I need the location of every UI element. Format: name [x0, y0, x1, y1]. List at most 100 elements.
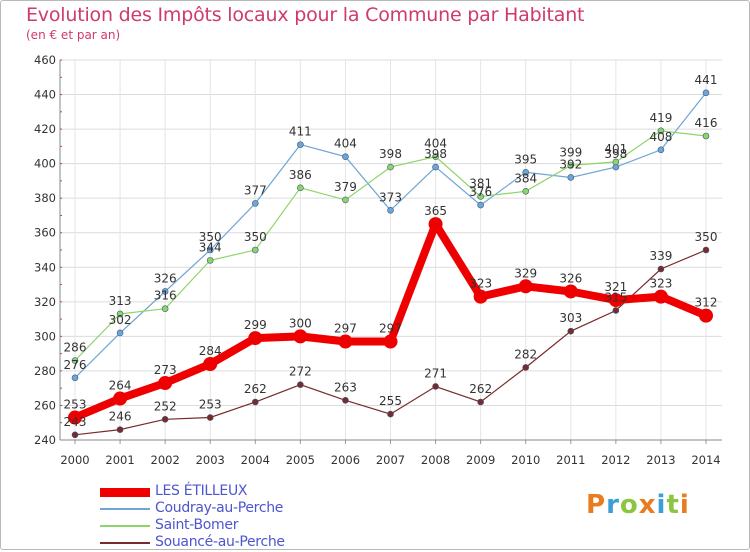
data-point-etilleux: [563, 284, 578, 299]
data-label: 312: [695, 296, 718, 310]
x-tick-label: 2001: [105, 453, 134, 467]
data-point: [251, 398, 259, 406]
data-label: 398: [604, 147, 627, 161]
data-label: 323: [469, 277, 492, 291]
data-point: [567, 174, 575, 181]
legend-swatch: [100, 488, 150, 497]
x-tick-label: 2007: [376, 453, 405, 467]
data-point-etilleux: [428, 217, 443, 232]
data-label: 376: [469, 185, 492, 199]
chart-subtitle: (en € et par an): [26, 28, 121, 42]
data-label: 282: [514, 347, 537, 361]
data-point: [522, 187, 530, 195]
data-point: [432, 153, 439, 161]
data-point: [387, 410, 394, 418]
logo-letter: r: [606, 490, 620, 520]
data-point: [251, 246, 259, 254]
data-point: [612, 158, 620, 166]
data-point-etilleux: [338, 334, 353, 349]
data-label: 323: [649, 277, 672, 291]
x-tick-label: 2011: [556, 453, 585, 467]
data-label: 300: [289, 316, 312, 330]
data-label: 398: [424, 147, 447, 161]
data-point: [251, 200, 259, 207]
data-label: 321: [604, 280, 627, 294]
legend: LES ÉTILLEUX Coudray-au-Perche Saint-Bom…: [100, 483, 400, 552]
data-label: 297: [334, 322, 357, 336]
data-point: [71, 431, 79, 439]
logo-letter: i: [656, 490, 667, 520]
data-point: [477, 398, 484, 406]
x-tick-label: 2003: [196, 453, 225, 467]
data-label: 411: [289, 125, 312, 139]
chart-title: Evolution des Impôts locaux pour la Comm…: [26, 4, 585, 26]
data-label: 326: [559, 271, 582, 285]
data-label: 264: [109, 379, 132, 393]
data-point: [71, 357, 79, 364]
data-point: [206, 246, 214, 254]
legend-label: Souancé-au-Perche: [155, 534, 285, 550]
x-tick-label: 2014: [691, 453, 720, 467]
data-point: [387, 206, 394, 214]
data-label: 350: [244, 230, 267, 244]
y-tick-label: 460: [34, 53, 56, 67]
data-point: [477, 201, 484, 209]
legend-item-coudray: Coudray-au-Perche: [100, 500, 400, 518]
data-point-etilleux: [653, 289, 668, 304]
data-label: 350: [695, 230, 718, 244]
data-label: 303: [559, 311, 582, 325]
data-point: [702, 132, 710, 140]
y-tick-label: 340: [34, 260, 56, 274]
data-label: 284: [199, 344, 222, 358]
data-point: [161, 305, 169, 313]
data-point: [432, 383, 439, 390]
data-label: 262: [469, 382, 492, 396]
x-tick-label: 2008: [421, 453, 450, 467]
data-label: 344: [199, 240, 222, 254]
data-label: 243: [64, 415, 87, 429]
legend-swatch: [100, 542, 150, 544]
data-point: [702, 89, 710, 97]
data-point-etilleux: [68, 410, 82, 425]
data-point: [206, 414, 214, 421]
data-label: 350: [199, 230, 222, 244]
legend-swatch: [100, 525, 150, 527]
data-point-etilleux: [473, 289, 488, 304]
proxiti-logo: Proxiti: [586, 490, 690, 520]
data-label: 408: [649, 130, 672, 144]
x-tick-label: 2012: [601, 453, 630, 467]
x-tick-label: 2005: [286, 453, 315, 467]
data-label: 365: [424, 204, 447, 218]
data-label: 398: [379, 147, 402, 161]
data-point: [297, 141, 304, 148]
data-point: [161, 288, 169, 295]
data-label: 253: [199, 398, 222, 412]
data-label: 399: [559, 145, 582, 159]
logo-letter: i: [679, 490, 690, 520]
data-label: 262: [244, 382, 267, 396]
x-tick-label: 2002: [151, 453, 180, 467]
legend-label: Coudray-au-Perche: [155, 500, 284, 516]
y-tick-label: 440: [34, 88, 56, 102]
legend-item-saint-bomer: Saint-Bomer: [100, 517, 400, 535]
data-point-etilleux: [113, 391, 128, 406]
data-label: 381: [469, 176, 492, 190]
data-point: [432, 163, 439, 171]
x-tick-label: 2000: [60, 453, 89, 467]
data-label: 404: [334, 137, 357, 151]
data-label: 252: [154, 399, 177, 413]
data-label: 386: [289, 168, 312, 182]
x-tick-label: 2010: [511, 453, 540, 467]
data-point: [612, 307, 620, 314]
data-label: 273: [154, 363, 177, 377]
data-point: [387, 163, 394, 171]
data-label: 416: [695, 116, 718, 130]
data-point: [477, 193, 484, 200]
data-label: 315: [604, 290, 627, 304]
data-point: [567, 162, 575, 169]
y-tick-label: 240: [34, 433, 56, 447]
legend-label: LES ÉTILLEUX: [155, 483, 248, 499]
data-point-etilleux: [608, 293, 623, 308]
y-tick-label: 320: [34, 295, 56, 309]
